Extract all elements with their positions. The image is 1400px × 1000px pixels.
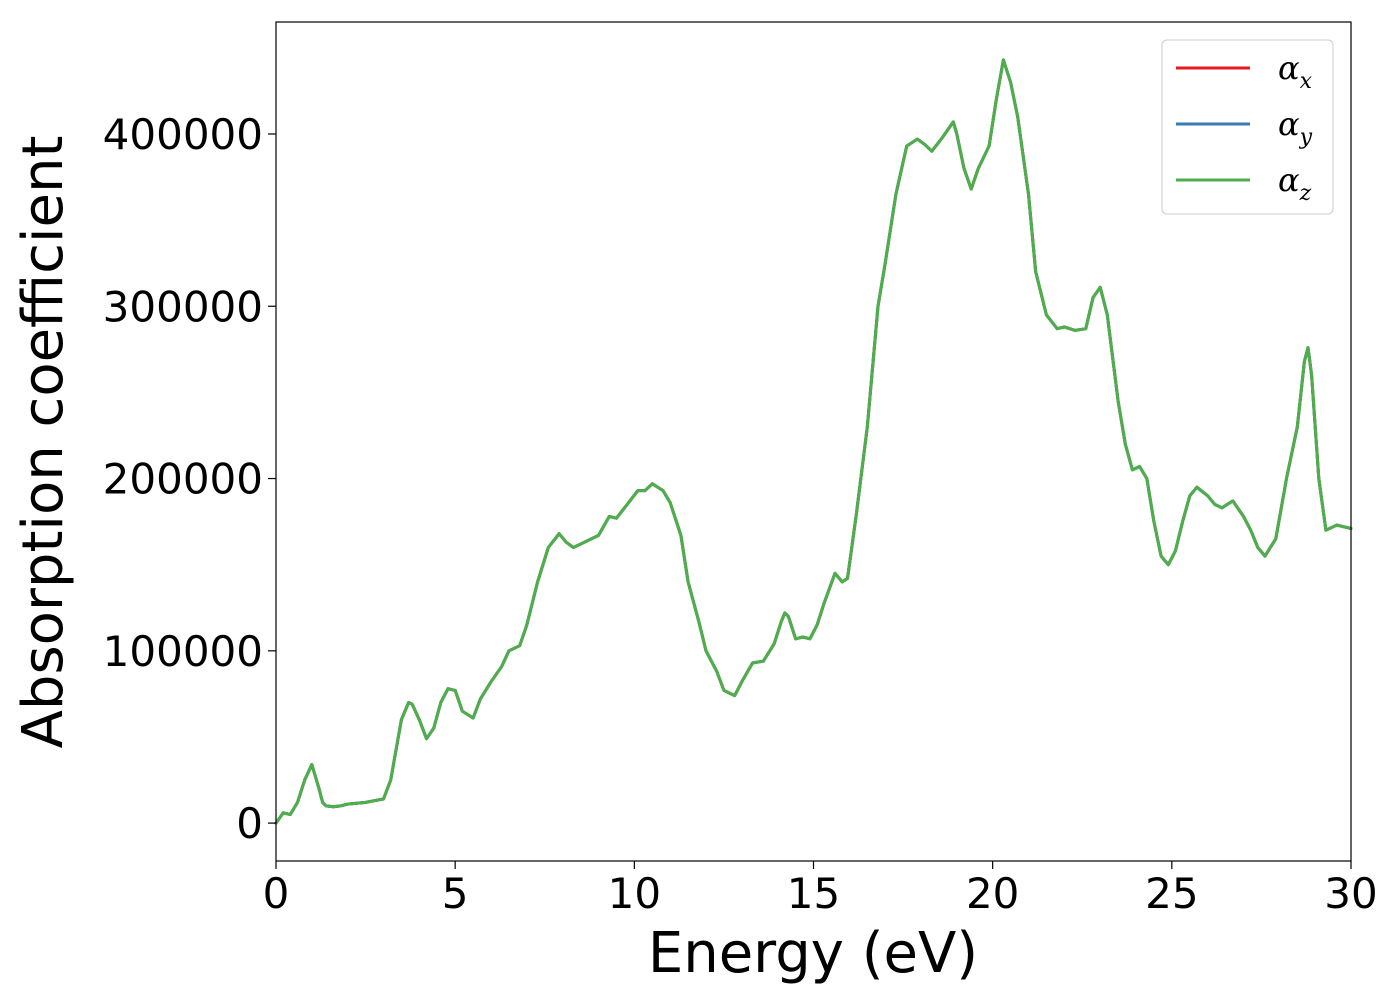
y-tick-label: 100000 bbox=[103, 627, 263, 676]
x-tick-label: 5 bbox=[442, 869, 469, 918]
y-tick-label: 400000 bbox=[103, 110, 263, 159]
legend-box bbox=[1161, 39, 1334, 215]
y-axis-label: Absorption coefficient bbox=[11, 136, 76, 749]
x-axis-ticks: 0 5 10 15 20 25 30 bbox=[263, 861, 1378, 918]
series-layer bbox=[274, 58, 1353, 825]
x-axis-label: Energy (eV) bbox=[648, 921, 978, 986]
x-tick-label: 25 bbox=[1145, 869, 1198, 918]
legend-label-x: αx bbox=[1278, 49, 1313, 94]
x-tick-label: 15 bbox=[787, 869, 840, 918]
x-tick-label: 10 bbox=[608, 869, 661, 918]
y-tick-label: 0 bbox=[236, 799, 263, 848]
series-line-z bbox=[274, 58, 1353, 825]
x-tick-label: 20 bbox=[966, 869, 1019, 918]
plot-area bbox=[274, 21, 1353, 862]
x-tick-label: 0 bbox=[263, 869, 290, 918]
y-axis-ticks: 0 100000 200000 300000 400000 bbox=[103, 110, 276, 848]
y-tick-label: 200000 bbox=[103, 455, 263, 504]
y-tick-label: 300000 bbox=[103, 282, 263, 331]
x-tick-label: 30 bbox=[1324, 869, 1377, 918]
